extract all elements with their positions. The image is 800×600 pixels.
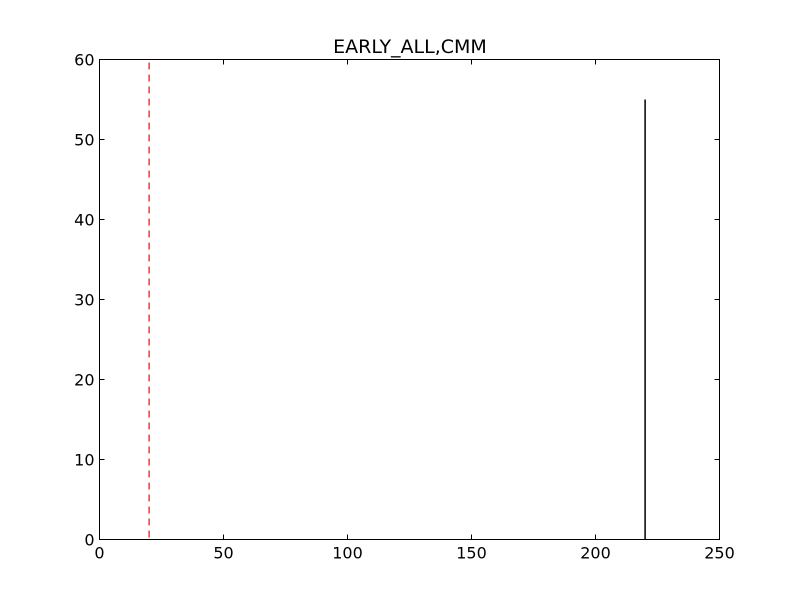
y-tick-label: 10 bbox=[74, 451, 94, 470]
y-tick-label: 50 bbox=[74, 131, 94, 150]
y-tick-label: 30 bbox=[74, 291, 94, 310]
x-tick-label: 150 bbox=[456, 544, 487, 563]
x-tick-label: 50 bbox=[213, 544, 233, 563]
plot-frame bbox=[99, 59, 720, 540]
bar bbox=[644, 99, 646, 540]
plot-area bbox=[148, 62, 646, 540]
axis-ticks: 0 50 100 150 200 250 0 10 20 30 40 50 60 bbox=[74, 51, 735, 563]
x-tick-label: 200 bbox=[580, 544, 611, 563]
y-tick-label: 20 bbox=[74, 371, 94, 390]
y-tick-label: 0 bbox=[84, 531, 94, 550]
x-tick-label: 100 bbox=[332, 544, 363, 563]
y-tick-label: 40 bbox=[74, 211, 94, 230]
chart-title: EARLY_ALL,CMM bbox=[333, 36, 487, 58]
y-tick-label: 60 bbox=[74, 51, 94, 70]
x-tick-label: 250 bbox=[704, 544, 735, 563]
x-tick-label: 0 bbox=[94, 544, 104, 563]
